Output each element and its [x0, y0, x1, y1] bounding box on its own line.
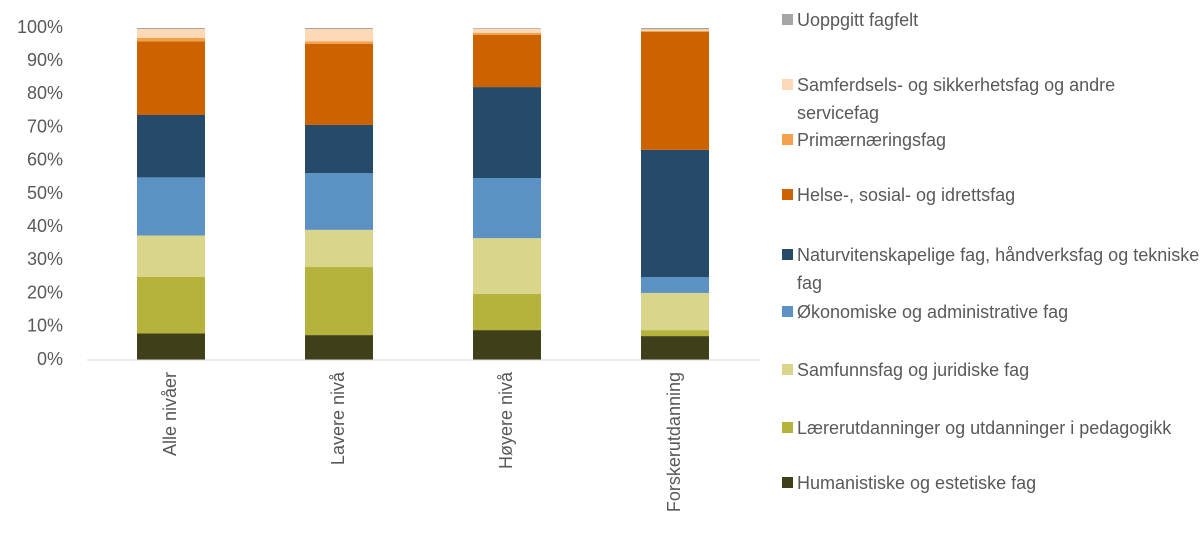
legend-item: Helse-, sosial- og idrettsfag	[782, 181, 1202, 209]
bar-segment	[473, 238, 541, 294]
y-tick-label: 80%	[27, 83, 63, 103]
y-tick-label: 60%	[27, 150, 63, 170]
bar-segment	[137, 114, 205, 178]
bar-segment	[305, 124, 373, 174]
legend-label: Humanistiske og estetiske fag	[797, 473, 1037, 493]
bar-segment	[473, 28, 541, 33]
bar-segment	[641, 29, 709, 31]
bar-segment	[473, 330, 541, 360]
legend-swatch	[782, 14, 793, 25]
legend-item: Humanistiske og estetiske fag	[782, 469, 1202, 497]
bar-segment	[473, 293, 541, 331]
legend-label: Økonomiske og administrative fag	[797, 302, 1069, 322]
legend-swatch	[782, 477, 793, 488]
bar-segment	[641, 149, 709, 277]
y-tick-label: 50%	[27, 183, 63, 203]
bar-segment	[473, 87, 541, 179]
x-tick-label: Lavere nivå	[328, 371, 348, 465]
legend-item: Samfunnsfag og juridiske fag	[782, 356, 1202, 384]
legend-item: Samferdsels- og sikkerhetsfag og andre s…	[782, 71, 1202, 127]
legend-swatch	[782, 249, 793, 260]
x-tick-label: Alle nivåer	[160, 372, 180, 456]
legend-swatch	[782, 134, 793, 145]
bar-segment	[641, 330, 709, 337]
legend-item: Primærnæringsfag	[782, 126, 1202, 154]
bar-segment	[305, 28, 373, 42]
bar-segment	[305, 173, 373, 230]
bar-segment	[137, 28, 205, 29]
bar-segment	[137, 277, 205, 334]
legend-item: Økonomiske og administrative fag	[782, 298, 1202, 326]
y-tick-label: 70%	[27, 116, 63, 136]
bar-segment	[137, 37, 205, 42]
y-tick-label: 40%	[27, 216, 63, 236]
y-tick-label: 30%	[27, 249, 63, 269]
bar-segment	[137, 333, 205, 360]
legend-label: Uoppgitt fagfelt	[797, 10, 919, 30]
legend-item: Naturvitenskapelige fag, håndverksfag og…	[782, 241, 1202, 297]
bar-segment	[641, 28, 709, 30]
bar-segment	[641, 31, 709, 150]
legend-swatch	[782, 364, 793, 375]
bar-segment	[641, 30, 709, 32]
bar-segment	[473, 34, 541, 88]
y-tick-label: 90%	[27, 50, 63, 70]
legend-label: Naturvitenskapelige fag, håndverksfag og…	[797, 245, 1200, 293]
legend-swatch	[782, 189, 793, 200]
legend-swatch	[782, 422, 793, 433]
bar-segment	[305, 335, 373, 360]
bar-segment	[137, 235, 205, 277]
legend-label: Samferdsels- og sikkerhetsfag og andre s…	[797, 75, 1116, 123]
y-tick-label: 100%	[17, 17, 63, 37]
bar-segment	[641, 336, 709, 360]
bar-segment	[137, 28, 205, 38]
x-tick-label: Høyere nivå	[496, 371, 516, 469]
y-tick-label: 20%	[27, 282, 63, 302]
bar-segment	[137, 177, 205, 236]
legend-label: Lærerutdanninger og utdanninger i pedago…	[797, 418, 1172, 438]
bar-segment	[305, 41, 373, 44]
legend-swatch	[782, 306, 793, 317]
bar-segment	[473, 32, 541, 35]
legend-label: Helse-, sosial- og idrettsfag	[797, 185, 1016, 205]
bar-segment	[305, 28, 373, 29]
bar-segment	[137, 41, 205, 115]
bar-segment	[641, 277, 709, 293]
legend-label: Primærnæringsfag	[797, 130, 947, 150]
legend-item: Uoppgitt fagfelt	[782, 6, 1202, 34]
bar-segment	[305, 43, 373, 125]
x-tick-label: Forskerutdanning	[664, 372, 684, 512]
legend-label: Samfunnsfag og juridiske fag	[797, 360, 1030, 380]
legend-swatch	[782, 79, 793, 90]
y-tick-label: 10%	[27, 316, 63, 336]
bar-segment	[305, 267, 373, 336]
bar-segment	[305, 229, 373, 268]
bar-segment	[473, 28, 541, 29]
bar-segment	[641, 292, 709, 331]
legend-item: Lærerutdanninger og utdanninger i pedago…	[782, 414, 1202, 442]
y-tick-label: 0%	[37, 349, 63, 369]
bar-segment	[473, 178, 541, 239]
